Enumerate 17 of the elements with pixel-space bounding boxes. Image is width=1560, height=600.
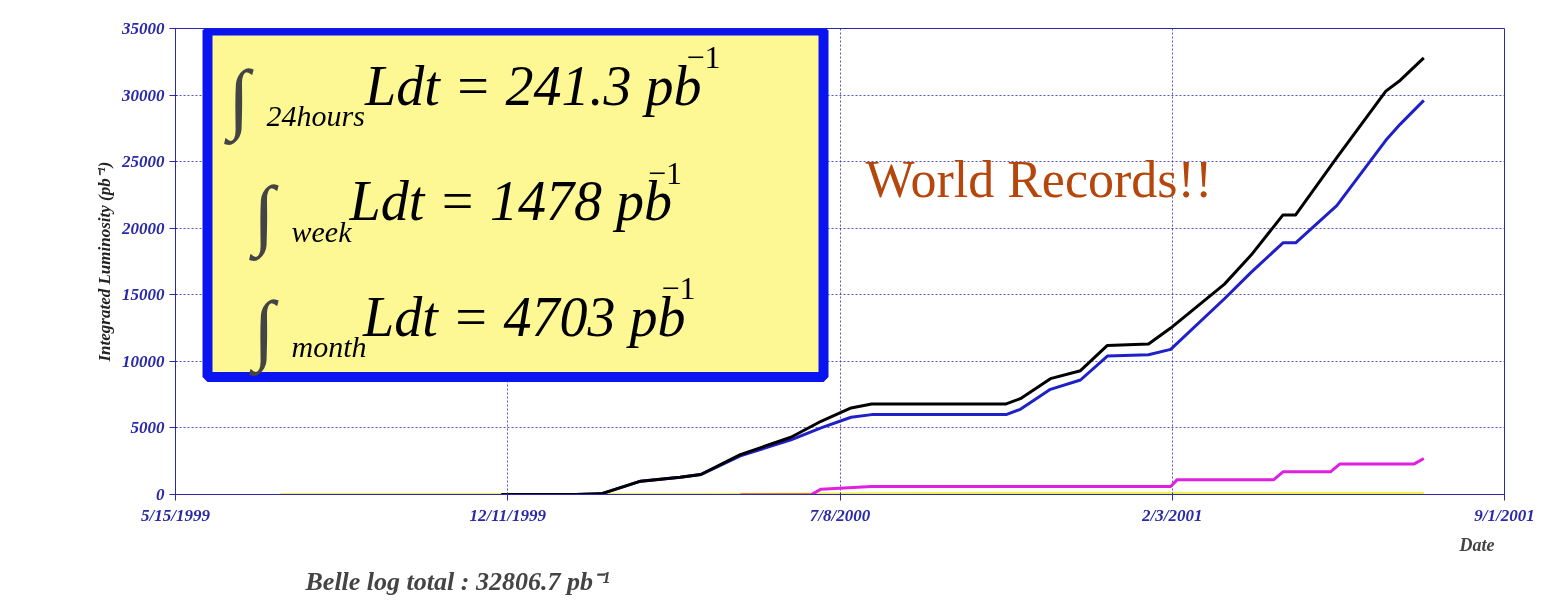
x-axis-title: Date	[1458, 534, 1495, 555]
annotation: World Records!!	[865, 150, 1213, 208]
y-tick-label: 30000	[121, 85, 165, 105]
y-tick-label: 20000	[121, 218, 165, 238]
text: Belle log total : 32806.7 pb⁻¹	[304, 566, 610, 596]
x-tick-label: 12/11/1999	[469, 505, 547, 525]
y-tick-label: 35000	[121, 19, 165, 38]
x-tick-label: 2/3/2001	[1141, 505, 1203, 525]
x-tick-label: 5/15/1999	[141, 505, 211, 525]
x-tick-label: 7/8/2000	[809, 505, 871, 525]
y-tick-label: 0	[156, 485, 165, 504]
y-axis-title: Integrated Luminosity (pb⁻¹)	[95, 161, 114, 363]
y-tick-label: 15000	[122, 285, 165, 305]
y-tick-label: 5000	[130, 418, 165, 438]
y-tick-label: 25000	[121, 152, 165, 172]
y-tick-label: 10000	[122, 351, 165, 371]
x-tick-label: 9/1/2001	[1474, 505, 1535, 525]
